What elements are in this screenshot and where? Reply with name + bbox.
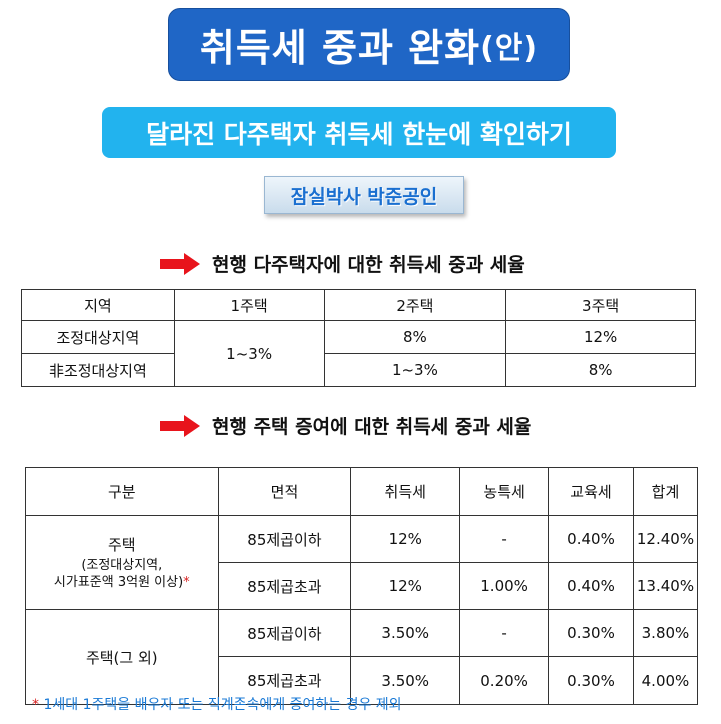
table-row: 85제곱초과 3.50% 0.20% 0.30% 4.00% [26,656,699,705]
edu-tax-cell: 0.30% [548,609,634,657]
main-title-banner: 취득세 중과 완화 (안) [168,8,570,81]
col-header-acq-tax: 취득세 [350,467,461,516]
acq-tax-cell: 12% [350,562,461,610]
three-house-rate-cell: 12% [505,320,696,354]
table-row: 조정대상지역 1~3% 8% 12% [21,320,696,387]
col-header-3house: 3주택 [505,289,696,321]
area-cell: 85제곱이하 [217,515,352,563]
acq-tax-cell: 3.50% [350,656,461,705]
footnote-star: * [183,575,190,590]
category-sub1: (조정대상지역, [81,558,163,573]
col-header-area: 면적 [217,467,352,516]
total-cell: 13.40% [632,562,699,610]
edu-tax-cell: 0.30% [548,656,634,705]
category-sub2: 시가표준액 3억원 이상) [53,575,184,590]
footnote: * 1세대 1주택을 배우자 또는 직계존속에게 증여하는 경우 제외 [32,694,402,714]
acq-tax-cell: 12% [350,515,461,563]
house-adjusted-category-cell: 주택 (조정대상지역, 시가표준액 3억원 이상)* [25,515,219,610]
main-title-suffix: (안) [480,30,539,66]
table-row: 주택(그 외) 85제곱이하 3.50% - 0.30% 3.80% [25,609,699,705]
total-cell: 3.80% [632,609,699,657]
one-house-rate-cell: 1~3% [173,320,325,387]
section1-heading: 현행 다주택자에 대한 취득세 중과 세율 [160,250,525,277]
col-header-edu-tax: 교육세 [548,467,634,516]
col-header-category: 구분 [25,467,219,516]
table-header-row: 지역 1주택 2주택 3주택 [21,289,696,321]
section2-heading-text: 현행 주택 증여에 대한 취득세 중과 세율 [212,416,532,438]
subtitle-banner: 달라진 다주택자 취득세 한눈에 확인하기 [102,107,616,158]
edu-tax-cell: 0.40% [548,562,634,610]
col-header-agri-tax: 농특세 [459,467,550,516]
acq-tax-cell: 3.50% [350,609,461,657]
area-cell: 85제곱초과 [217,562,352,610]
subtitle-text: 달라진 다주택자 취득세 한눈에 확인하기 [146,119,572,149]
multi-home-tax-table: 지역 1주택 2주택 3주택 조정대상지역 1~3% 8% 12% 非조정대상지… [21,289,696,387]
category-label: 주택 [107,536,136,554]
author-text: 잠실박사 박준공인 [290,185,438,208]
total-cell: 4.00% [632,656,699,705]
section1-heading-text: 현행 다주택자에 대한 취득세 중과 세율 [212,254,525,276]
table-row: 非조정대상지역 1~3% 8% [21,353,696,387]
section2-heading: 현행 주택 증여에 대한 취득세 중과 세율 [160,412,531,439]
three-house-rate-cell: 8% [505,353,696,387]
table-header-row: 구분 면적 취득세 농특세 교육세 합계 [25,467,699,516]
gift-tax-table: 구분 면적 취득세 농특세 교육세 합계 주택 (조정대상지역, 시가표준액 3… [25,467,699,705]
col-header-1house: 1주택 [173,289,325,321]
col-header-2house: 2주택 [323,289,507,321]
author-badge: 잠실박사 박준공인 [264,176,464,214]
two-house-rate-cell: 1~3% [323,353,507,387]
two-house-rate-cell: 8% [323,320,507,354]
agri-tax-cell: - [459,515,550,563]
area-cell: 85제곱이하 [217,609,352,657]
col-header-region: 지역 [21,289,175,321]
footnote-marker: * [32,697,39,713]
agri-tax-cell: - [459,609,550,657]
table-row: 주택 (조정대상지역, 시가표준액 3억원 이상)* 85제곱이하 12% - … [25,515,699,610]
footnote-text: 1세대 1주택을 배우자 또는 직계존속에게 증여하는 경우 제외 [43,697,402,713]
col-header-total: 합계 [632,467,699,516]
red-arrow-icon [160,414,200,437]
main-title: 취득세 중과 완화 [199,26,481,70]
region-cell: 조정대상지역 [21,320,175,354]
agri-tax-cell: 0.20% [459,656,550,705]
total-cell: 12.40% [632,515,699,563]
category-sub2-line: 시가표준액 3억원 이상)* [26,574,218,591]
agri-tax-cell: 1.00% [459,562,550,610]
table-row: 85제곱초과 12% 1.00% 0.40% 13.40% [26,562,699,610]
region-cell: 非조정대상지역 [21,353,175,387]
edu-tax-cell: 0.40% [548,515,634,563]
red-arrow-icon [160,252,200,275]
house-other-category-cell: 주택(그 외) [25,609,219,705]
